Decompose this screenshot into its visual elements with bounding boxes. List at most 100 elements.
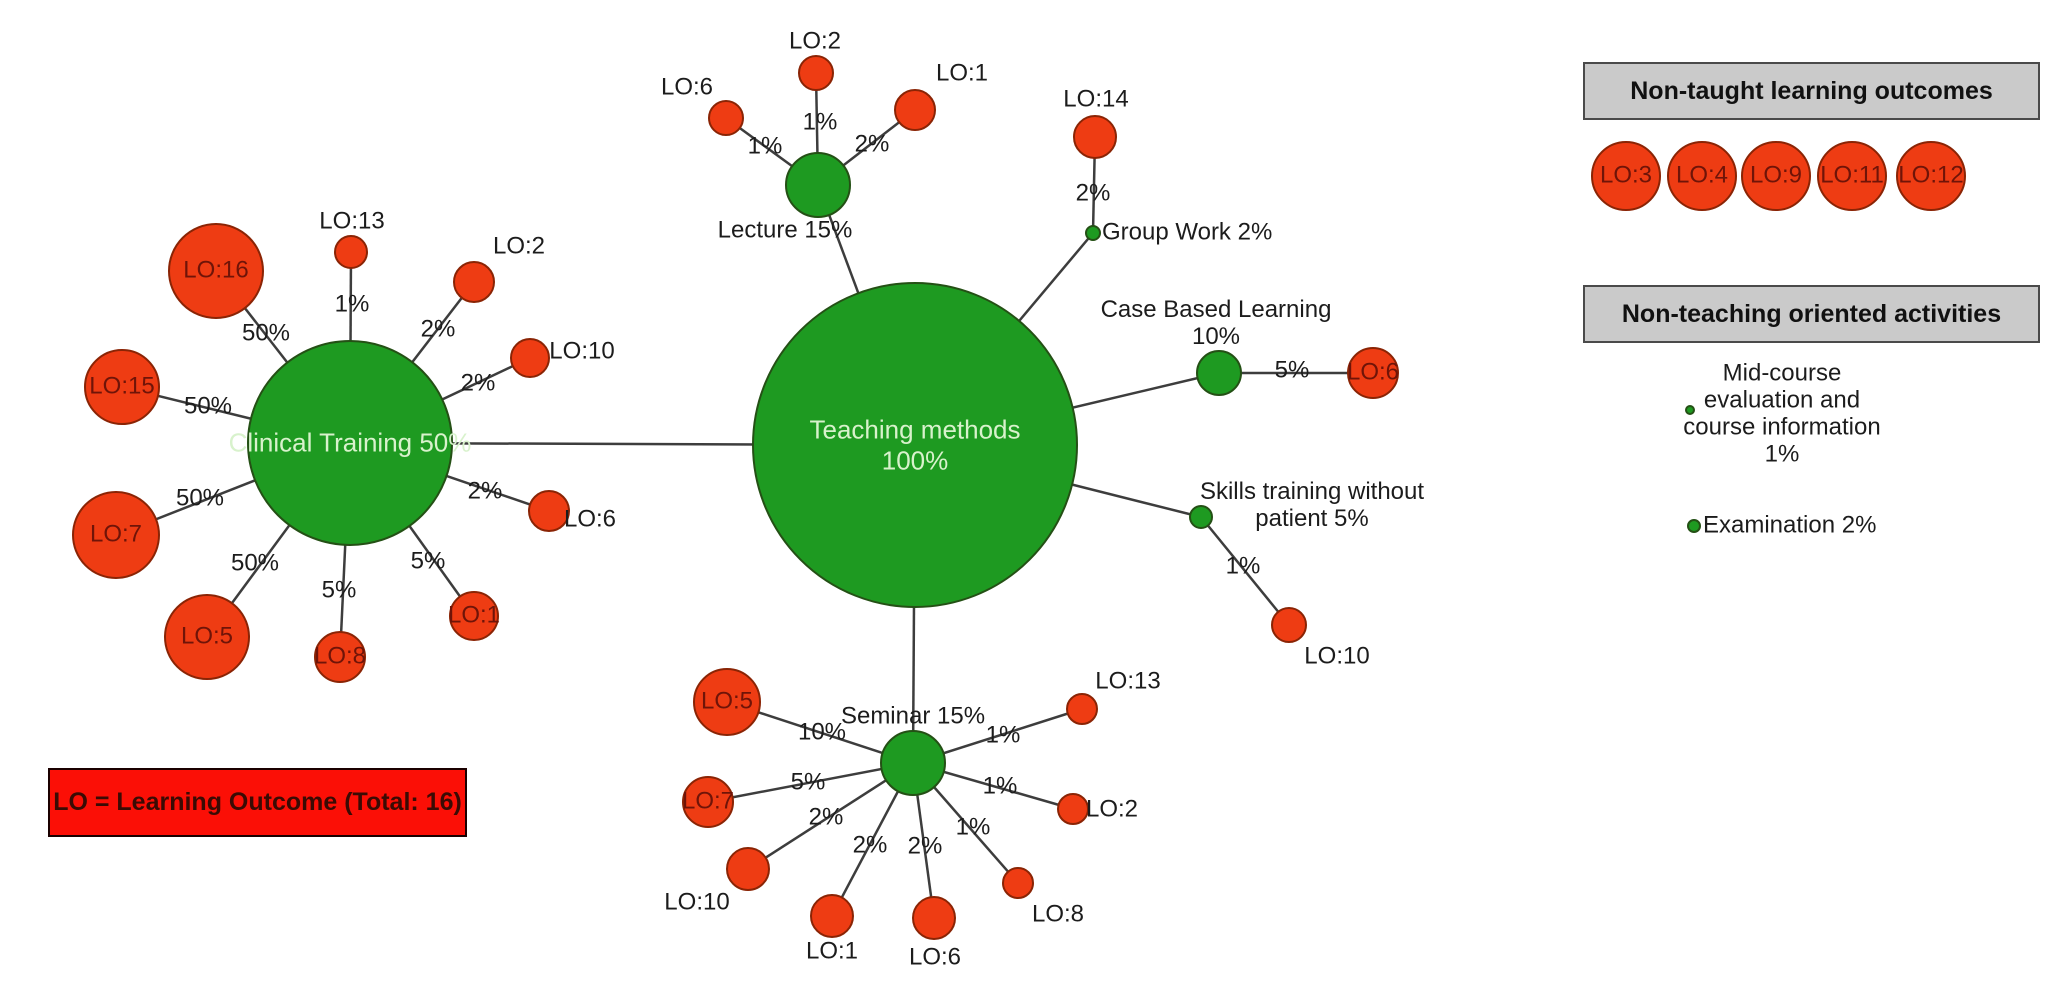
edge-label-seminar-sem-lo6: 2% [907,832,943,860]
edge-label-clinical-cl-lo10: 2% [460,369,496,397]
edge-label-seminar-sem-lo1: 2% [852,831,888,859]
edge-label-clinical-cl-lo16: 50% [241,319,291,347]
non-taught-outcomes-header: Non-taught learning outcomes [1583,62,2040,120]
edge-label-seminar-sem-lo13: 1% [985,721,1021,749]
label-cl-lo7: LO:7 [89,520,143,548]
edge-label-lecture-lec-lo2: 1% [802,108,838,136]
node-cl-lo2 [453,261,495,303]
label-lec-lo2: LO:2 [788,27,842,55]
node-sem-lo8 [1002,867,1034,899]
node-lec-lo1 [894,89,936,131]
edge-label-seminar-sem-lo10: 2% [808,803,844,831]
label-sem-lo6: LO:6 [908,943,962,971]
legend-box: LO = Learning Outcome (Total: 16) [48,768,467,837]
node-nt-lo3 [1591,141,1661,211]
edge-label-lecture-lec-lo6: 1% [747,132,783,160]
node-sem-lo13 [1066,693,1098,725]
legend-text: LO = Learning Outcome (Total: 16) [53,788,462,816]
label-cl-lo8: LO:8 [313,642,367,670]
node-nt-lo4 [1667,141,1737,211]
edge-seminar-sem-lo7 [707,761,914,804]
label-cl-lo13: LO:13 [319,207,385,235]
non-teaching-activities-title: Non-teaching oriented activities [1621,299,2002,328]
non-taught-outcomes-title: Non-taught learning outcomes [1630,76,1993,105]
node-sem-lo5 [693,668,761,736]
label-sem-lo10: LO:10 [664,888,730,916]
label-cl-lo2: LO:2 [492,232,546,260]
node-seminar [880,730,946,796]
edge-skills-sk-lo10 [1200,516,1290,626]
node-cl-lo6 [528,490,570,532]
label-cl-lo5: LO:5 [180,622,234,650]
edge-label-cbl-cbl-lo6: 5% [1274,356,1310,384]
label-teaching: Teaching methods 100% [809,414,1021,475]
non-teaching-activities-header: Non-teaching oriented activities [1583,285,2040,343]
label-gw-lo14: LO:14 [1063,85,1129,113]
edge-label-clinical-cl-lo15: 50% [183,392,233,420]
node-exam [1687,519,1701,533]
label-sk-lo10: LO:10 [1304,642,1370,670]
edge-label-clinical-cl-lo13: 1% [334,290,370,318]
node-midcourse [1685,405,1695,415]
node-sem-lo7 [682,776,734,828]
label-sem-lo13: LO:13 [1095,667,1161,695]
edge-label-seminar-sem-lo7: 5% [790,768,826,796]
node-sem-lo10 [726,847,770,891]
node-skills [1189,505,1213,529]
label-seminar: Seminar 15% [840,702,986,730]
label-cbl: Case Based Learning 10% [1100,296,1332,350]
edge-label-clinical-cl-lo7: 50% [175,484,225,512]
edge-label-groupwork-gw-lo14: 2% [1075,179,1111,207]
node-cl-lo1 [449,591,499,641]
edge-label-clinical-cl-lo5: 50% [230,549,280,577]
node-nt-lo9 [1741,141,1811,211]
edge-label-skills-sk-lo10: 1% [1225,552,1261,580]
label-sem-lo1: LO:1 [805,937,859,965]
label-lec-lo1: LO:1 [935,59,989,87]
label-sem-lo7: LO:7 [681,787,735,815]
label-cl-lo15: LO:15 [89,372,155,400]
node-groupwork [1085,225,1101,241]
label-cl-lo16: LO:16 [183,256,249,284]
node-cl-lo10 [510,338,550,378]
edge-label-clinical-cl-lo1: 5% [410,547,446,575]
node-teaching [752,282,1078,608]
edge-label-lecture-lec-lo1: 2% [854,130,890,158]
edge-label-seminar-sem-lo2: 1% [982,772,1018,800]
node-cl-lo8 [314,631,366,683]
label-lec-lo6: LO:6 [660,73,714,101]
label-cl-lo1: LO:1 [447,601,501,629]
label-nt-lo12: LO:12 [1898,161,1964,189]
label-sem-lo5: LO:5 [700,687,754,715]
node-nt-lo12 [1896,141,1966,211]
node-lecture [785,152,851,218]
node-gw-lo14 [1073,115,1117,159]
label-nt-lo11: LO:11 [1820,161,1884,189]
label-nt-lo4: LO:4 [1675,161,1729,189]
label-nt-lo9: LO:9 [1749,161,1803,189]
edge-label-clinical-cl-lo6: 2% [467,477,503,505]
label-cl-lo6: LO:6 [563,505,617,533]
label-cbl-lo6: LO:6 [1346,358,1400,386]
edge-label-seminar-sem-lo5: 10% [797,718,847,746]
label-lecture: Lecture 15% [717,216,853,244]
label-cl-lo10: LO:10 [549,337,615,365]
node-cbl-lo6 [1347,347,1399,399]
node-sem-lo1 [810,894,854,938]
node-cbl [1196,350,1242,396]
node-cl-lo16 [168,223,264,319]
edge-label-clinical-cl-lo8: 5% [321,576,357,604]
label-clinical: Clinical Training 50% [228,427,472,458]
node-nt-lo11 [1817,141,1887,211]
edge-label-clinical-cl-lo2: 2% [420,315,456,343]
label-sem-lo2: LO:2 [1085,795,1139,823]
node-lec-lo2 [798,55,834,91]
label-sem-lo8: LO:8 [1031,900,1085,928]
label-midcourse: Mid-course evaluation and course informa… [1683,359,1881,467]
node-lec-lo6 [708,100,744,136]
node-sem-lo6 [912,896,956,940]
node-cl-lo13 [334,235,368,269]
edge-label-seminar-sem-lo8: 1% [955,813,991,841]
